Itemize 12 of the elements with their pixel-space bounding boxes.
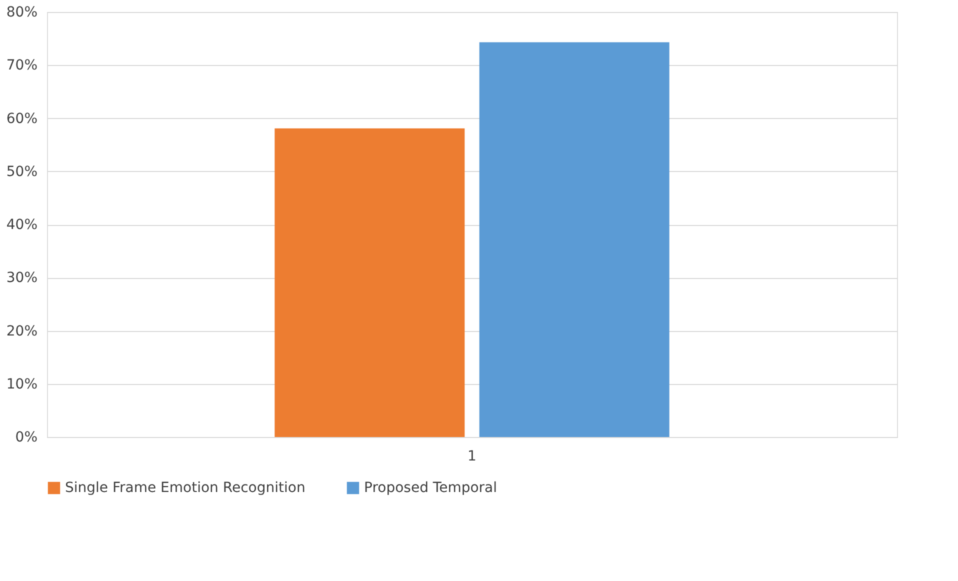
- y-tick-label: 0%: [15, 430, 38, 446]
- y-tick-label: 40%: [6, 217, 38, 233]
- y-tick-label: 30%: [6, 270, 38, 286]
- y-tick-label: 60%: [6, 110, 38, 127]
- y-tick-label: 70%: [6, 58, 38, 74]
- y-tick-label: 10%: [6, 376, 38, 392]
- x-tick-label: 1: [468, 448, 476, 464]
- y-tick-label: 20%: [6, 323, 38, 340]
- y-tick-label: 80%: [6, 4, 38, 20]
- legend-label: Single Frame Emotion Recognition: [65, 480, 306, 496]
- legend-label: Proposed Temporal: [364, 480, 498, 496]
- y-tick-label: 50%: [6, 164, 38, 180]
